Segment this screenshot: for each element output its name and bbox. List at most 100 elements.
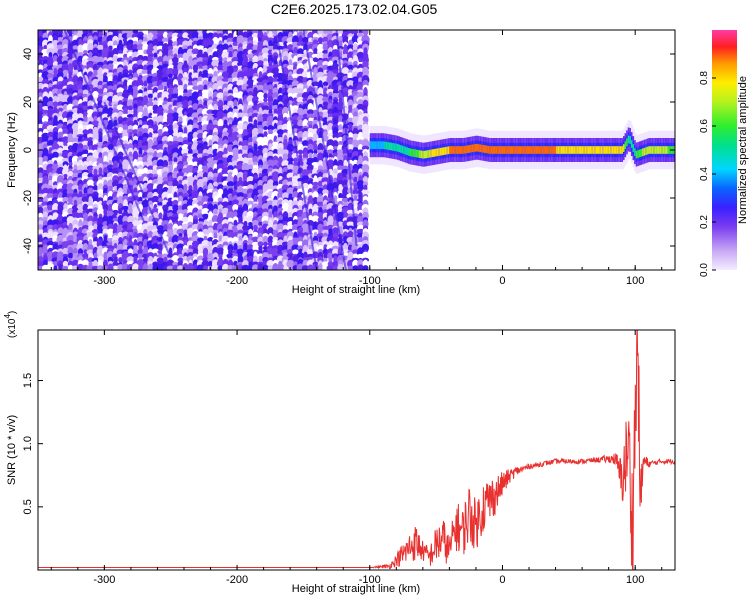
x-tick-label: 100 [626,275,644,287]
spectrogram-noise-cell [72,89,79,95]
spectrogram-noise-cell [58,137,63,143]
spectrogram-noise-cell [337,263,344,270]
spectrogram-noise-cell [146,47,155,57]
spectrogram-noise-cell [252,95,259,105]
spectrogram-noise-cell [77,113,84,119]
spectrogram-noise-cell [347,129,354,135]
colorbar-tick-label: 0.8 [699,71,710,85]
spectrogram-noise-cell [347,51,354,61]
spectrogram-noise-cell [263,92,268,100]
spectrogram-noise-cell [167,129,174,135]
spectrogram-noise-cell [231,60,240,68]
snr-y-label: SNR (10 * v/v) [6,415,18,485]
spectrogram-noise-cell [191,72,200,80]
spectrogram-heatmap [38,30,675,270]
spectrogram-noise-cell [296,96,305,104]
spectrogram-noise-cell [321,57,330,63]
spectrogram-noise-cell [127,109,134,115]
spectrogram-noise-cell [322,81,329,87]
spectrogram-noise-cell [232,41,239,47]
spectrogram-noise-cell [268,100,273,108]
spectrogram-noise-cell [122,97,129,103]
spectrogram-noise-cell [257,140,264,148]
colorbar-tick-label: 0.4 [699,167,710,181]
spectrogram-noise-cell [223,109,228,115]
spectrogram-noise-cell [177,30,184,35]
spectrogram-noise-cell [261,105,270,111]
spectrogram-noise-cell [242,37,249,43]
spectrogram-noise-cell [137,111,144,121]
spectrogram-noise-cell [328,129,333,135]
spectrogram-noise-cell [87,105,94,111]
y-tick-label: 0 [22,147,34,153]
spectrogram-noise-cell [126,117,135,123]
spectrogram-noise-cell [196,129,205,135]
spectrogram-noise-cell [356,84,365,92]
spectrogram-noise-cell [87,133,94,139]
spectrogram-noise-cell [266,37,275,43]
spectrogram-noise-cell [227,77,234,83]
spectrogram-noise-cell [226,41,235,47]
spectrogram-noise-cell [267,124,274,132]
spectrogram-noise-cell [192,80,199,88]
spectrogram-noise-cell [322,101,329,107]
spectrogram-noise-cell [108,101,113,107]
spectrogram-noise-cell [57,33,64,39]
spectrogram-noise-cell [358,57,363,63]
snr-panel: -300 -200 -100 0 100 0.51.01.5 Height of str… [3,311,676,595]
spectrogram-noise-cell [348,112,353,120]
spectrogram-noise-cell [272,30,279,36]
spectrogram-noise-cell [216,69,225,75]
spectrogram-noise-cell [51,88,60,96]
spectrogram-noise-cell [116,104,125,112]
spectrogram-noise-cell [166,125,175,131]
spectrogram-noise-cell [217,85,224,91]
y-tick-label: -40 [22,238,34,254]
spectrogram-noise-cell [131,263,140,270]
spectrogram-noise-cell [47,73,54,79]
spectrogram-noise-cell [263,125,268,131]
spectrogram-noise-cell [107,263,114,270]
figure-title: C2E6.2025.173.02.04.G05 [271,1,438,17]
spectrogram-noise-cell [337,105,344,111]
spectrogram-noise-cell [167,97,174,103]
spectrogram-noise-cell [52,61,59,67]
spectrogram-noise-cell [246,95,255,105]
spectrogram-noise-cell [256,136,265,144]
spectrogram-noise-cell [322,117,329,123]
spectrogram-noise-cell [141,141,150,147]
spectrogram-x-label: Height of straight line (km) [292,284,420,296]
spectrogram-noise-cell [117,49,124,55]
spectrogram-noise-cell [221,77,230,83]
spectrogram-noise-cell [318,263,323,270]
spectrogram-noise-cell [96,56,105,64]
spectrogram-noise-cell [256,91,265,101]
spectrogram-noise-cell [67,141,74,147]
x-tick-label: -200 [226,275,248,287]
spectrogram-noise-cell [137,49,144,55]
colorbar-tick-label: 0.0 [699,263,710,277]
spectrogram-noise-cell [88,145,93,151]
spectrogram-noise-cell [177,136,184,144]
spectrogram-noise-cell [177,69,184,75]
spectrogram-noise-cell [307,31,314,41]
snr-x-label: Height of straight line (km) [292,583,420,595]
spectrogram-y-label: Frequency (Hz) [6,112,18,188]
spectrogram-noise-cell [196,53,205,59]
spectrogram-noise-cell [186,85,195,91]
spectrogram-noise-cell [241,116,250,124]
spectrogram-noise-cell [148,97,153,103]
spectrogram-noise-cell [42,105,49,111]
spectrogram-noise-cell [263,97,268,103]
spectrogram-noise-cell [281,36,290,44]
spectrogram-noise-cell [97,44,104,52]
spectrogram-noise-cell [62,128,69,136]
spectrogram-noise-cell [312,57,319,63]
spectrogram-noise-cell [57,101,64,107]
snr-series [38,330,675,570]
spectrogram-noise-cell [268,129,273,135]
spectrogram-noise-cell [262,109,269,115]
spectrogram-noise-cell [73,83,78,93]
spectrogram-noise-cell [156,56,165,64]
spectrogram-noise-cell [63,141,68,147]
